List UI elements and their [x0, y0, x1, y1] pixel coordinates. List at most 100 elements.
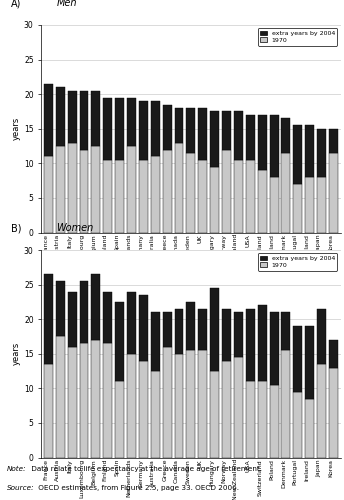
- Bar: [258, 382, 267, 458]
- Bar: [68, 90, 77, 142]
- Bar: [210, 112, 219, 167]
- Bar: [293, 126, 302, 184]
- Bar: [305, 398, 314, 458]
- Bar: [293, 326, 302, 392]
- Bar: [151, 101, 160, 156]
- Text: OECD estimates, from Figure 2.5, page 33. OECD 2006.: OECD estimates, from Figure 2.5, page 33…: [36, 485, 239, 491]
- Text: Women: Women: [56, 223, 94, 233]
- Bar: [56, 87, 65, 146]
- Bar: [222, 112, 231, 150]
- Bar: [293, 184, 302, 232]
- Bar: [163, 312, 172, 347]
- Bar: [186, 108, 195, 153]
- Bar: [186, 350, 195, 458]
- Bar: [79, 344, 88, 458]
- Bar: [92, 340, 100, 458]
- Bar: [270, 312, 279, 385]
- Bar: [281, 350, 290, 458]
- Bar: [222, 309, 231, 360]
- Bar: [305, 177, 314, 233]
- Bar: [210, 167, 219, 232]
- Bar: [329, 368, 338, 458]
- Bar: [198, 350, 207, 458]
- Bar: [270, 385, 279, 458]
- Bar: [163, 104, 172, 150]
- Bar: [56, 146, 65, 233]
- Text: Note:: Note:: [7, 466, 26, 472]
- Bar: [163, 150, 172, 232]
- Bar: [139, 360, 148, 458]
- Bar: [115, 98, 124, 160]
- Bar: [258, 170, 267, 232]
- Bar: [317, 177, 326, 233]
- Bar: [175, 142, 183, 233]
- Bar: [186, 302, 195, 350]
- Y-axis label: years: years: [12, 117, 21, 140]
- Bar: [305, 326, 314, 398]
- Bar: [210, 288, 219, 371]
- Bar: [175, 309, 183, 354]
- Bar: [103, 344, 112, 458]
- Bar: [234, 357, 243, 458]
- Bar: [305, 126, 314, 177]
- Bar: [151, 312, 160, 371]
- Bar: [44, 274, 53, 364]
- Bar: [246, 160, 255, 232]
- Bar: [79, 150, 88, 232]
- Bar: [68, 292, 77, 347]
- Text: Data relate to life expectancy at the average age of retirement.: Data relate to life expectancy at the av…: [29, 466, 262, 472]
- Bar: [210, 371, 219, 458]
- Bar: [198, 108, 207, 160]
- Bar: [115, 382, 124, 458]
- Bar: [270, 177, 279, 233]
- Bar: [234, 112, 243, 160]
- Bar: [329, 128, 338, 153]
- Bar: [222, 150, 231, 232]
- Bar: [92, 90, 100, 146]
- Bar: [281, 118, 290, 153]
- Bar: [317, 128, 326, 177]
- Bar: [281, 153, 290, 232]
- Bar: [56, 281, 65, 336]
- Text: Source:: Source:: [7, 485, 34, 491]
- Bar: [329, 340, 338, 367]
- Bar: [44, 364, 53, 458]
- Bar: [103, 292, 112, 344]
- Y-axis label: years: years: [12, 342, 21, 365]
- Bar: [115, 302, 124, 382]
- Legend: extra years by 2004, 1970: extra years by 2004, 1970: [258, 28, 337, 46]
- Bar: [258, 115, 267, 170]
- Bar: [56, 336, 65, 458]
- Legend: extra years by 2004, 1970: extra years by 2004, 1970: [258, 253, 337, 270]
- Bar: [127, 98, 136, 146]
- Text: B): B): [11, 223, 22, 233]
- Bar: [139, 160, 148, 232]
- Bar: [186, 153, 195, 232]
- Bar: [79, 281, 88, 344]
- Bar: [163, 347, 172, 458]
- Bar: [151, 156, 160, 232]
- Bar: [293, 392, 302, 458]
- Bar: [317, 364, 326, 458]
- Bar: [127, 292, 136, 354]
- Bar: [68, 142, 77, 233]
- Bar: [151, 371, 160, 458]
- Bar: [127, 354, 136, 458]
- Bar: [92, 146, 100, 233]
- Bar: [79, 90, 88, 150]
- Bar: [92, 274, 100, 340]
- Bar: [175, 354, 183, 458]
- Bar: [127, 146, 136, 233]
- Bar: [103, 98, 112, 160]
- Bar: [44, 84, 53, 156]
- Bar: [222, 360, 231, 458]
- Text: Men: Men: [56, 0, 77, 8]
- Bar: [115, 160, 124, 232]
- Text: A): A): [11, 0, 22, 8]
- Bar: [329, 153, 338, 232]
- Bar: [234, 312, 243, 357]
- Bar: [198, 160, 207, 232]
- Bar: [175, 108, 183, 142]
- Bar: [270, 115, 279, 177]
- Bar: [317, 309, 326, 364]
